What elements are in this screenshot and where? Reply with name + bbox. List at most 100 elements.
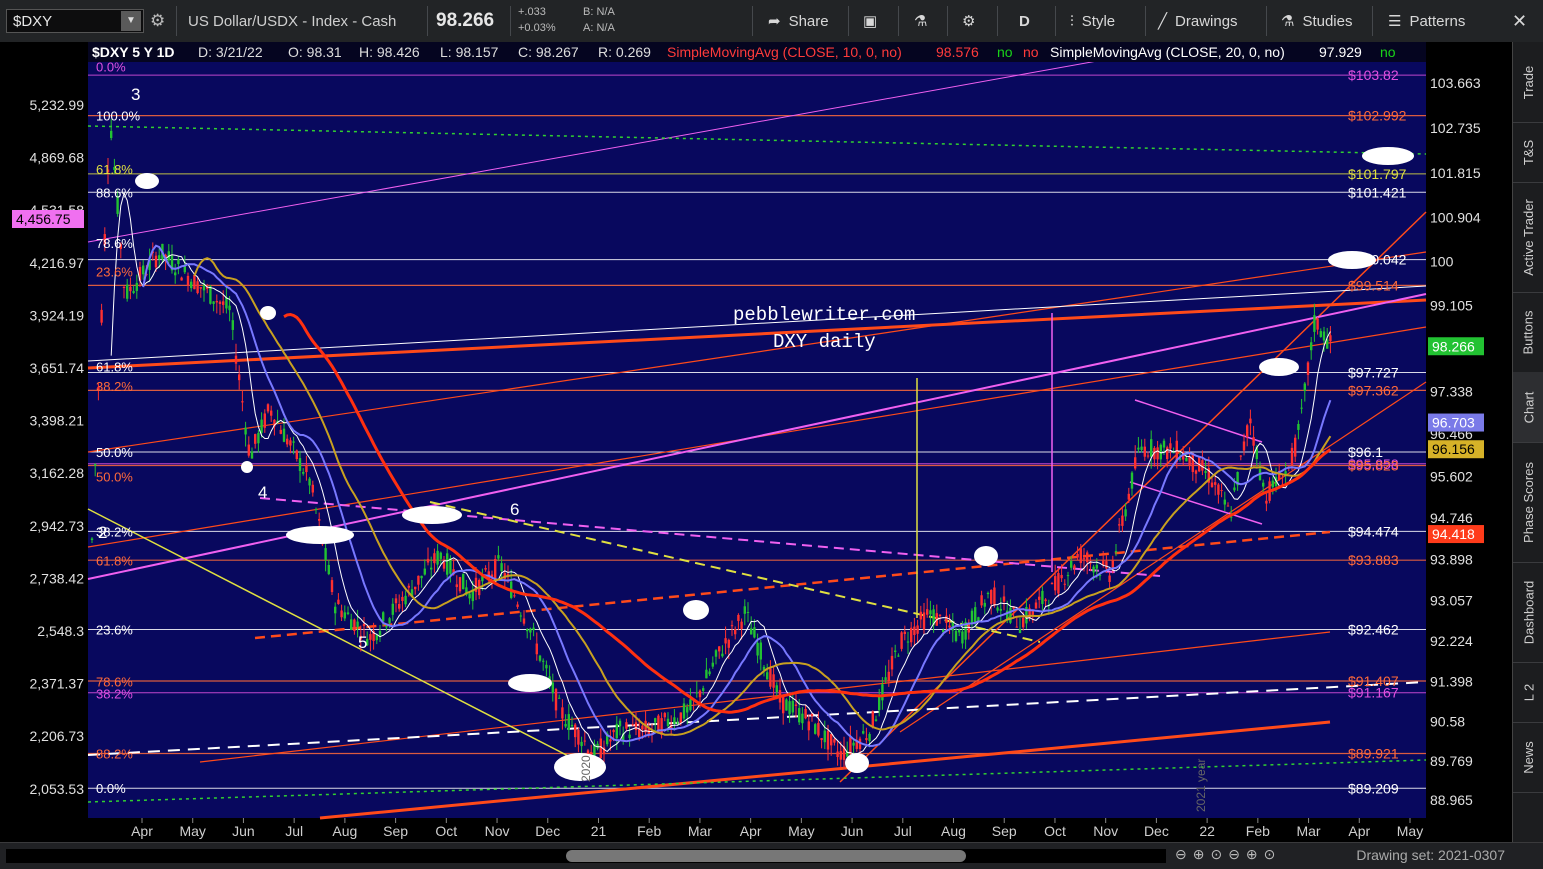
settings-gear-icon[interactable]: ⚙ [962,13,976,30]
candle-body [871,711,874,727]
y-right-tick-label: 93.898 [1430,551,1473,567]
candle-body [551,682,554,693]
candle-body [452,569,455,575]
candle-body [378,631,382,636]
candle-body [458,577,462,592]
y-right-tick-label: 92.224 [1430,633,1473,649]
chart-area[interactable]: $103.82 $102.992 $101.797 $101.421 $100.042 $… [0,1,1512,842]
tab-trade[interactable]: Trade [1513,42,1543,123]
candle-body [250,451,254,459]
tab-time-and-sales[interactable]: T&S [1513,122,1543,183]
change-percent: +0.03% [518,22,556,34]
candle-body [980,595,983,606]
x-tick-label: Jul [285,823,303,839]
candle-body [558,697,561,699]
candle-body [398,603,401,609]
x-tick-label: Aug [332,823,357,839]
fib-percent-label: 50.0% [96,469,133,484]
drawings-button[interactable]: ╱ Drawings [1158,0,1238,42]
candle-body [545,664,548,669]
candle-body [164,254,167,258]
candle-body [318,518,321,521]
tab-active-trader[interactable]: Active Trader [1513,182,1543,293]
price-badge [1428,440,1484,459]
y-left-tick-label: 2,942.73 [30,518,85,534]
candle-body [1002,596,1006,602]
sma10-label: SimpleMovingAvg (CLOSE, 10, 0, no) [667,44,902,60]
candle-body [202,284,206,291]
candle-body [756,642,759,656]
candle-body [90,538,94,541]
close-icon[interactable]: ✕ [1512,10,1528,31]
candle-body [1278,471,1281,480]
gear-icon[interactable]: ⚙ [150,11,166,30]
candle-body [471,589,474,602]
price-chart[interactable]: $103.82 $102.992 $101.797 $101.421 $100.042 $… [0,1,1512,842]
x-tick-label: May [1397,823,1423,839]
candle-body [798,708,801,723]
candles [90,119,1332,770]
candle-body [897,655,900,657]
tab-news[interactable]: News [1513,722,1543,793]
candle-body [506,573,510,576]
pencil-icon: ╱ [1158,13,1168,30]
candle-body [1210,482,1214,488]
period-button[interactable]: D [1019,12,1030,30]
candle-body [942,629,945,633]
candle-body [522,618,526,624]
y-right-tick-label: 100.904 [1430,210,1481,226]
candle-body [814,724,817,734]
x-tick-label: Feb [637,823,661,839]
style-button[interactable]: ⫶ Style [1070,0,1115,42]
tab-level2[interactable]: L 2 [1513,662,1543,723]
trend-line [87,759,1427,803]
time-scrollbar[interactable] [6,849,1166,863]
flask-icon[interactable]: ⚗ [914,13,928,30]
toolbar: $DXY ▼ ⚙ US Dollar/USDX - Index - Cash 9… [0,0,1543,43]
fib-price-label: $101.797 [1348,166,1407,182]
fib-percent-label: 23.6% [96,264,133,279]
chevron-down-icon[interactable]: ▼ [121,11,141,31]
candle-body [241,401,244,403]
tab-chart[interactable]: Chart [1513,372,1543,443]
candle-body [1249,418,1252,424]
divider [848,6,849,36]
y-left-tick-label: 3,651.74 [30,360,85,376]
x-tick-label: Dec [1144,823,1169,839]
scrollbar-thumb[interactable] [566,850,966,862]
candle-body [906,641,910,643]
fib-price-label: $91.167 [1348,685,1399,701]
share-button[interactable]: ➦ Share [768,0,829,42]
candle-body [484,567,487,570]
patterns-button[interactable]: ☰ Patterns [1388,0,1465,42]
candle-body [401,596,404,601]
candles-icon: ⫶ [1070,12,1074,30]
fib-price-label: $99.514 [1348,277,1399,293]
studies-button[interactable]: ⚗ Studies [1281,0,1353,42]
zoom-controls[interactable]: ⊖⊕⊙⊖⊕⊙ [1175,846,1282,862]
candle-body [206,287,209,289]
candle-body [1204,471,1207,473]
grid-icon[interactable]: ▣ [863,13,878,30]
studies-flask-icon: ⚗ [1281,13,1295,30]
wave-label: 2 [98,523,107,542]
candle-body [1022,617,1025,628]
candle-body [1095,564,1098,569]
bar-range: R: 0.269 [598,44,651,60]
tab-buttons[interactable]: Buttons [1513,292,1543,373]
chart-labels: $103.82 $102.992 $101.797 $101.421 $100.042 $… [96,59,1407,812]
candle-body [183,265,186,273]
bid-value: B: N/A [583,6,615,18]
candle-body [990,589,993,604]
candle-body [1146,455,1150,457]
fib-percent-label: 38.2% [96,525,133,540]
candle-body [1185,457,1188,462]
divider [997,6,998,36]
tab-phase-scores[interactable]: Phase Scores [1513,442,1543,563]
candle-body [721,653,724,657]
candle-body [174,272,177,276]
marker-ellipse [974,546,998,566]
marker-ellipse [260,306,276,320]
candle-body [583,740,586,742]
tab-dashboard[interactable]: Dashboard [1513,562,1543,663]
